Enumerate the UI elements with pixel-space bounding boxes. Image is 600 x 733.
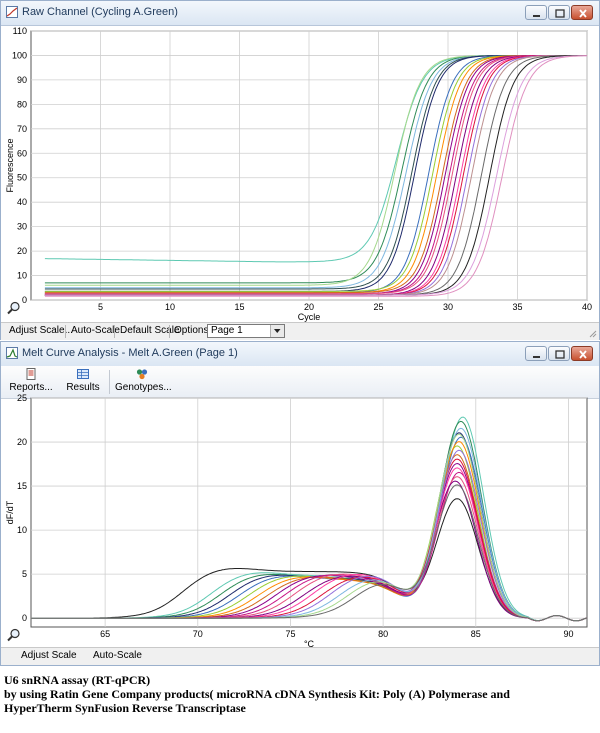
- maximize-icon: [555, 9, 565, 18]
- raw-channel-titlebar[interactable]: Raw Channel (Cycling A.Green): [1, 1, 599, 26]
- y-axis-label: Fluorescence: [5, 138, 15, 192]
- melt-curve-titlebar[interactable]: Melt Curve Analysis - Melt A.Green (Page…: [1, 342, 599, 367]
- caption-line-3: HyperTherm SynFusion Reverse Transcripta…: [4, 701, 246, 715]
- report-icon: [26, 368, 36, 380]
- y-tick-label: 0: [22, 613, 27, 623]
- default-scale-button[interactable]: Default Scale: [120, 325, 180, 336]
- options-button[interactable]: Options: [174, 325, 209, 336]
- x-tick-label: 80: [378, 629, 388, 639]
- status-divider: [114, 325, 115, 338]
- series-line: [44, 55, 587, 295]
- x-axis-label: °C: [304, 639, 315, 649]
- x-tick-label: 15: [234, 302, 244, 312]
- x-tick-label: 70: [193, 629, 203, 639]
- raw-fluorescence-chart: 5 10 15 20 25 30 35 40 0 10 20 30 40 50 60 70 80 90 100 110…: [5, 26, 592, 322]
- y-tick-label: 0: [22, 295, 27, 305]
- y-tick-label: 5: [22, 569, 27, 579]
- melt-curve-window: Melt Curve Analysis - Melt A.Green (Page…: [0, 341, 600, 666]
- page-select-value: Page 1: [211, 325, 243, 336]
- series-line: [44, 55, 587, 296]
- melt-curve-chart: 65 70 75 80 85 90 0 5 10 15 20 25 °C dF/dT: [5, 393, 588, 649]
- reports-label: Reports...: [9, 382, 53, 393]
- toolbar-separator: [109, 370, 110, 394]
- x-tick-label: 75: [285, 629, 295, 639]
- magnifier-icon[interactable]: [7, 301, 21, 315]
- minimize-icon: [533, 356, 540, 358]
- minimize-button[interactable]: [525, 5, 547, 20]
- x-tick-label: 90: [563, 629, 573, 639]
- series-line: [44, 55, 587, 297]
- adjust-scale-button[interactable]: Adjust Scale...: [9, 325, 73, 336]
- y-tick-label: 90: [17, 75, 27, 85]
- raw-channel-statusbar: Adjust Scale... Auto-Scale Default Scale…: [1, 322, 599, 340]
- minimize-button[interactable]: [525, 346, 547, 361]
- caption-line-2: by using Ratin Gene Company products( mi…: [4, 687, 510, 701]
- y-tick-label: 10: [17, 525, 27, 535]
- melt-toolbar: Reports... Results Genotypes...: [1, 366, 599, 399]
- melt-curve-statusbar: Adjust Scale Auto-Scale: [1, 647, 599, 665]
- x-tick-label: 5: [98, 302, 103, 312]
- auto-scale-button[interactable]: Auto-Scale: [71, 325, 120, 336]
- x-tick-label: 40: [582, 302, 592, 312]
- genotypes-icon: [136, 369, 148, 380]
- y-tick-label: 70: [17, 124, 27, 134]
- melt-curve-title: Melt Curve Analysis - Melt A.Green (Page…: [22, 347, 238, 359]
- results-button[interactable]: Results: [63, 368, 103, 396]
- y-tick-label: 10: [17, 271, 27, 281]
- y-tick-label: 50: [17, 173, 27, 183]
- y-tick-label: 30: [17, 222, 27, 232]
- genotypes-label: Genotypes...: [115, 382, 172, 393]
- reports-button[interactable]: Reports...: [9, 368, 53, 396]
- maximize-button[interactable]: [548, 5, 570, 20]
- chart-window-icon: [6, 6, 18, 18]
- page-select[interactable]: Page 1: [207, 324, 285, 338]
- minimize-icon: [533, 15, 540, 17]
- x-tick-label: 10: [165, 302, 175, 312]
- genotypes-button[interactable]: Genotypes...: [115, 368, 172, 396]
- series-line: [31, 484, 587, 622]
- caption-line-1: U6 snRNA assay (RT-qPCR): [4, 673, 151, 687]
- raw-channel-title: Raw Channel (Cycling A.Green): [22, 6, 178, 18]
- y-tick-label: 60: [17, 148, 27, 158]
- y-tick-label: 25: [17, 393, 27, 403]
- adjust-scale-button[interactable]: Adjust Scale: [21, 650, 77, 661]
- maximize-button[interactable]: [548, 346, 570, 361]
- x-tick-label: 25: [373, 302, 383, 312]
- series-line: [44, 55, 587, 294]
- chart-window-icon: [6, 347, 18, 359]
- maximize-icon: [555, 350, 565, 359]
- status-divider: [169, 325, 170, 338]
- resize-grip-icon[interactable]: [589, 330, 597, 338]
- y-tick-label: 80: [17, 99, 27, 109]
- x-tick-label: 35: [512, 302, 522, 312]
- close-button[interactable]: [571, 346, 593, 361]
- auto-scale-button[interactable]: Auto-Scale: [93, 650, 142, 661]
- y-tick-label: 15: [17, 481, 27, 491]
- x-tick-label: 20: [304, 302, 314, 312]
- y-tick-label: 110: [13, 26, 27, 36]
- magnifier-icon[interactable]: [7, 628, 21, 642]
- y-tick-label: 40: [17, 197, 27, 207]
- x-tick-label: 30: [443, 302, 453, 312]
- chevron-down-icon: [270, 325, 284, 337]
- status-divider: [65, 325, 66, 338]
- x-tick-label: 65: [100, 629, 110, 639]
- y-tick-label: 20: [17, 437, 27, 447]
- x-tick-label: 85: [471, 629, 481, 639]
- y-axis-label: dF/dT: [5, 500, 15, 524]
- raw-channel-window: Raw Channel (Cycling A.Green) 5 10 15 20 25 3…: [0, 0, 600, 340]
- results-table-icon: [77, 369, 89, 379]
- results-label: Results: [66, 382, 100, 393]
- close-icon: [579, 350, 587, 359]
- close-icon: [579, 9, 587, 18]
- y-tick-label: 100: [12, 50, 27, 60]
- x-axis-label: Cycle: [298, 312, 321, 322]
- y-tick-label: 20: [17, 246, 27, 256]
- close-button[interactable]: [571, 5, 593, 20]
